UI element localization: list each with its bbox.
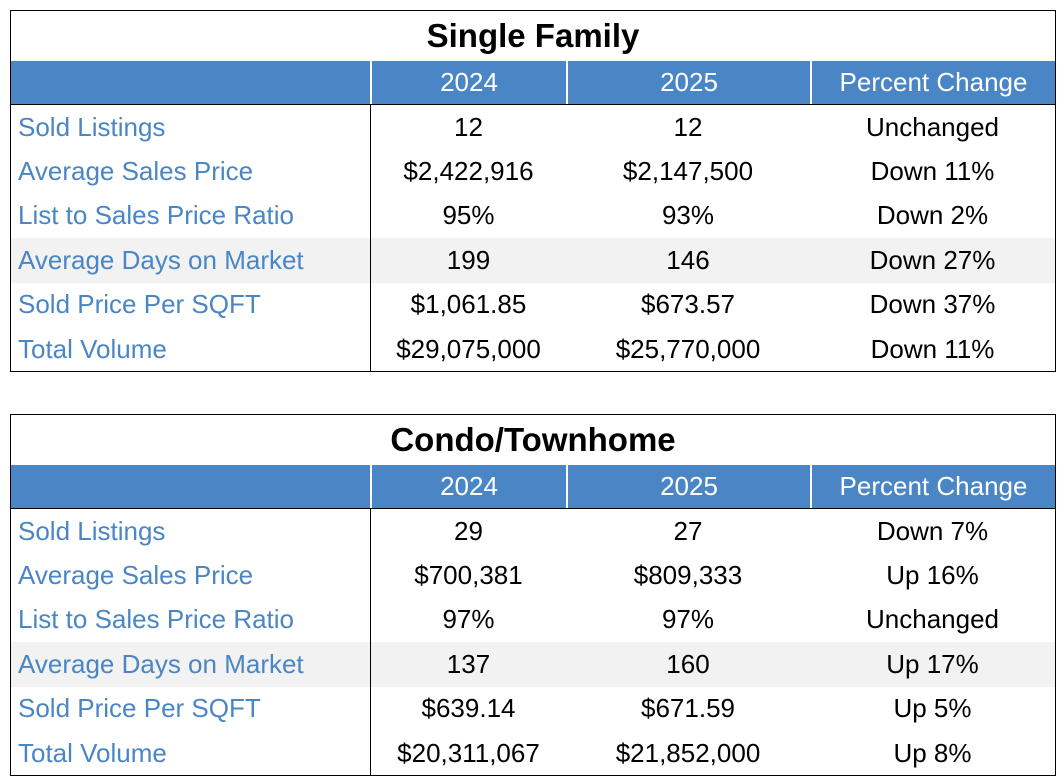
percent-change: Down 37% <box>869 289 996 320</box>
row-label: Average Sales Price <box>18 560 254 591</box>
value-2024: 97% <box>370 597 566 643</box>
header-row: 2024 2025 Percent Change <box>11 465 1055 508</box>
value-2025: 27 <box>673 515 703 546</box>
value-2025: $673.57 <box>641 289 735 320</box>
row-label: Sold Price Per SQFT <box>18 693 261 724</box>
header-blank-cell <box>11 61 370 104</box>
row-label: List to Sales Price Ratio <box>18 604 295 635</box>
header-blank-cell <box>11 465 370 508</box>
percent-change: Up 17% <box>886 648 979 679</box>
header-row: 2024 2025 Percent Change <box>11 61 1055 104</box>
table-row: Total Volume $20,311,067 $21,852,000 Up … <box>11 730 1055 776</box>
row-label: Sold Price Per SQFT <box>18 289 261 320</box>
single-family-table: Single Family 2024 2025 Percent Change S… <box>10 10 1056 373</box>
header-2024: 2024 <box>370 61 566 104</box>
row-label: Average Sales Price <box>18 156 254 187</box>
header-2025: 2025 <box>566 465 810 508</box>
condo-townhome-table: Condo/Townhome 2024 2025 Percent Change … <box>10 414 1056 777</box>
value-2024: $29,075,000 <box>370 326 566 372</box>
value-2024: $20,311,067 <box>370 730 566 776</box>
header-2025: 2025 <box>566 61 810 104</box>
header-percent-change: Percent Change <box>810 465 1055 508</box>
value-2025: $2,147,500 <box>622 156 754 187</box>
value-2024: 137 <box>370 642 566 687</box>
percent-change: Down 7% <box>876 515 989 546</box>
percent-change: Down 2% <box>876 200 989 231</box>
value-2024: 95% <box>370 193 566 239</box>
value-2025: $21,852,000 <box>615 737 761 768</box>
table-body: Sold Listings 29 27 Down 7% Average Sale… <box>11 508 1055 776</box>
value-2025: 12 <box>673 111 703 142</box>
value-2025: 93% <box>661 200 715 231</box>
table-row: Sold Listings 29 27 Down 7% <box>11 509 1055 554</box>
percent-change: Unchanged <box>866 604 999 635</box>
value-2025: 146 <box>666 244 710 275</box>
value-2024: 29 <box>370 509 566 554</box>
percent-change: Down 11% <box>870 333 995 364</box>
header-percent-change: Percent Change <box>810 61 1055 104</box>
percent-change: Up 5% <box>893 693 972 724</box>
value-2025: $809,333 <box>633 560 743 591</box>
value-2024: 12 <box>370 105 566 150</box>
table-row: Average Days on Market 199 146 Down 27% <box>11 238 1055 283</box>
percent-change: Up 8% <box>893 737 972 768</box>
table-row: Average Days on Market 137 160 Up 17% <box>11 642 1055 687</box>
value-2024: $2,422,916 <box>370 149 566 194</box>
table-row: List to Sales Price Ratio 97% 97% Unchan… <box>11 597 1055 643</box>
row-label: Sold Listings <box>18 111 166 142</box>
percent-change: Down 27% <box>869 244 996 275</box>
value-2025: 97% <box>661 604 715 635</box>
percent-change: Up 16% <box>886 560 979 591</box>
row-label: Average Days on Market <box>18 648 304 679</box>
table-title: Condo/Townhome <box>390 421 676 458</box>
table-body: Sold Listings 12 12 Unchanged Average Sa… <box>11 104 1055 372</box>
table-row: List to Sales Price Ratio 95% 93% Down 2… <box>11 193 1055 239</box>
value-2025: $25,770,000 <box>615 333 761 364</box>
row-label: Total Volume <box>18 333 167 364</box>
row-label: Average Days on Market <box>18 244 304 275</box>
value-2025: 160 <box>666 648 710 679</box>
row-label: Sold Listings <box>18 515 166 546</box>
value-2024: $1,061.85 <box>370 282 566 327</box>
table-title: Single Family <box>426 17 640 54</box>
value-2024: 199 <box>370 238 566 283</box>
table-row: Total Volume $29,075,000 $25,770,000 Dow… <box>11 326 1055 372</box>
header-2024: 2024 <box>370 465 566 508</box>
row-label: List to Sales Price Ratio <box>18 200 295 231</box>
table-row: Average Sales Price $2,422,916 $2,147,50… <box>11 149 1055 194</box>
row-label: Total Volume <box>18 737 167 768</box>
table-row: Sold Price Per SQFT $1,061.85 $673.57 Do… <box>11 282 1055 327</box>
value-2025: $671.59 <box>641 693 735 724</box>
percent-change: Down 11% <box>870 156 995 187</box>
table-row: Sold Price Per SQFT $639.14 $671.59 Up 5… <box>11 686 1055 731</box>
table-row: Sold Listings 12 12 Unchanged <box>11 105 1055 150</box>
table-row: Average Sales Price $700,381 $809,333 Up… <box>11 553 1055 598</box>
percent-change: Unchanged <box>866 111 999 142</box>
value-2024: $700,381 <box>370 553 566 598</box>
value-2024: $639.14 <box>370 686 566 731</box>
